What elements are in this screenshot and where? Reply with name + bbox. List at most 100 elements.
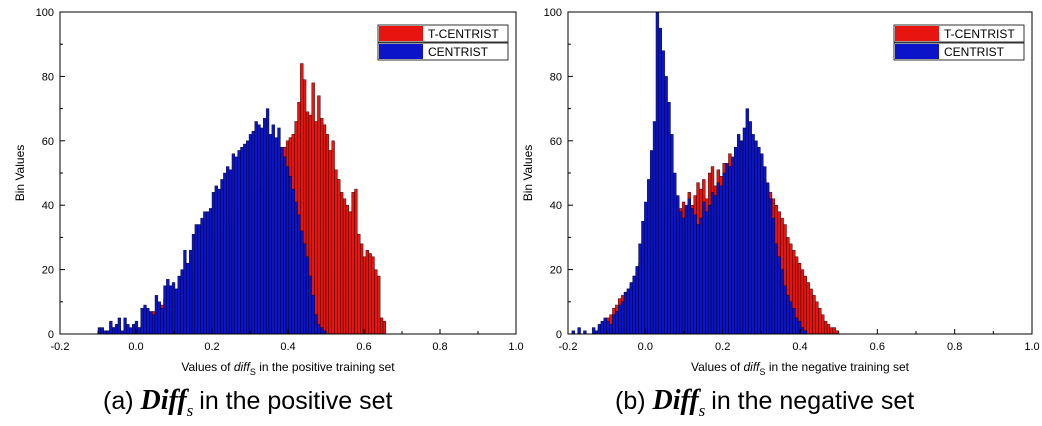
y-tick-label: 60 [550,136,562,148]
y-tick-label: 100 [544,7,562,19]
bar [658,27,662,335]
bar [789,301,793,335]
bar [812,295,816,335]
bar [248,134,253,335]
y-tick-label: 40 [42,200,54,212]
bar [337,179,341,335]
bar [117,317,121,335]
bar [655,11,660,335]
bar [809,288,813,335]
x-tick-label: -0.2 [51,341,70,353]
bar [739,140,744,335]
caption-label: (b) [615,387,653,415]
bar [151,314,156,335]
bar [220,179,224,335]
bar [223,172,227,335]
bar [174,288,178,335]
x-tick-label: 0.4 [280,341,295,353]
bar [600,320,604,335]
x-axis-label-suffix: in the positive training set [256,360,395,374]
bar [243,143,247,335]
bar [126,324,130,335]
bar [146,308,150,335]
bar [257,124,261,335]
bar [206,211,210,335]
x-tick-label: 1.0 [508,341,523,353]
bar [325,134,330,335]
x-tick-label: 0.0 [128,341,143,353]
bar [710,192,715,335]
bar [240,147,244,335]
bar [609,324,613,335]
x-tick-label: 0.8 [947,341,962,353]
bar [171,282,176,335]
bar [186,262,190,335]
bar [345,204,350,335]
bar [285,166,290,335]
bar [748,121,752,335]
bar [197,224,201,335]
bar [699,217,703,335]
legend-swatch [379,44,423,59]
bar [742,127,747,335]
bar [577,327,581,335]
bar [149,311,153,335]
bar [763,166,767,335]
legend: T-CENTRIST CENTRIST [893,24,1025,61]
bar [280,147,284,335]
bar [690,208,694,335]
x-tick-label: 0.6 [870,341,885,353]
bar [707,204,712,335]
bar [678,211,683,335]
legend-swatch [895,26,939,41]
bar [191,233,196,335]
bar [154,295,159,335]
x-axis-label-subscript: S [760,367,766,377]
caption-subscript: s [698,401,706,420]
legend-swatch [379,26,423,41]
bar [303,243,307,335]
bar [203,211,207,335]
bar [760,153,764,335]
caption-symbol: Diff [652,385,699,416]
x-tick-label: 1.0 [1024,341,1039,353]
bar [702,201,706,335]
bar [803,275,807,335]
bar [829,327,834,335]
caption-symbol: Diff [140,385,187,416]
legend-label: CENTRIST [428,45,489,59]
bar [377,275,381,335]
x-axis-label-variable: diff [234,360,252,374]
bar [826,324,831,335]
x-tick-label: 0.6 [356,341,371,353]
bar [334,169,338,335]
bar [143,304,147,335]
bar [777,256,781,335]
x-axis-label: Values of diffS in the positive training… [181,360,395,377]
bar [351,192,355,335]
y-tick-label: 80 [42,71,54,83]
bar [783,285,787,335]
x-axis-label-subscript: S [250,367,256,377]
bar [137,327,141,335]
bar [340,192,344,335]
caption-label: (a) [103,387,141,415]
bar [342,198,347,335]
bar [597,324,602,335]
bar [320,327,324,335]
bar [314,121,318,335]
bar [169,285,173,335]
bar [382,320,387,335]
bar [365,250,369,335]
bar [823,320,828,335]
bar [806,282,810,335]
y-tick-label: 20 [42,265,54,277]
bar [684,204,689,335]
bar [644,201,648,335]
bar [800,327,805,335]
bar [731,156,735,335]
bar [751,134,755,335]
bar [652,121,657,335]
x-axis-label-suffix: in the negative training set [766,360,910,374]
bar [736,134,741,335]
